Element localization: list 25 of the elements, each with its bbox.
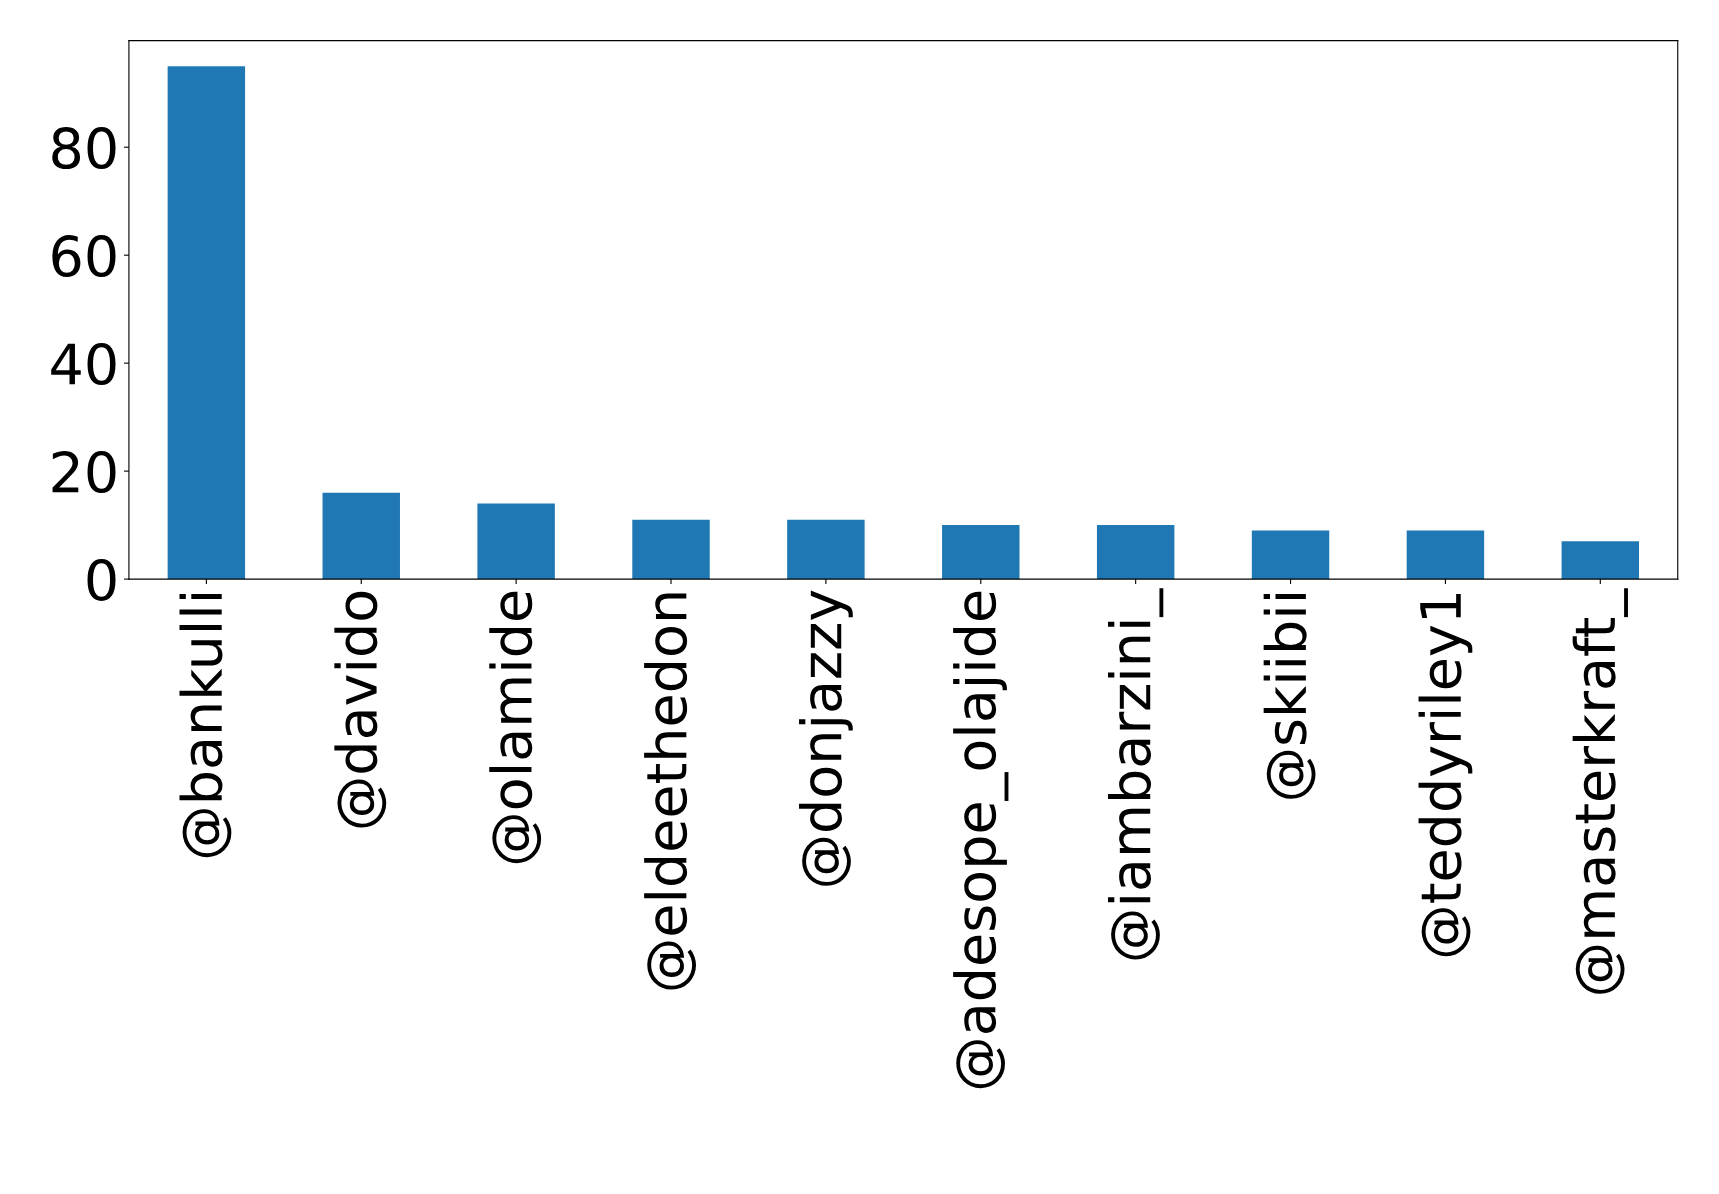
x-tick-label: @bankulli: [179, 594, 232, 858]
bar: [1251, 530, 1330, 580]
bar: [1561, 541, 1640, 580]
x-tick-label: @teddyriley1: [1418, 593, 1473, 957]
x-tick-label: @davido: [334, 591, 387, 828]
bar: [632, 519, 710, 580]
bar: [1406, 530, 1485, 580]
y-tick-label: 80: [52, 127, 116, 170]
x-tick-label: @adesope_olajide: [953, 591, 1009, 1089]
x-tick-label: @donjazzy: [799, 590, 853, 886]
bar: [787, 519, 865, 580]
x-tick-label: @skiibii: [1263, 594, 1316, 799]
x-tick-label: @olamide: [489, 591, 542, 864]
y-tick-label: 20: [52, 451, 116, 494]
bar: [477, 503, 555, 580]
bar: [1096, 525, 1175, 580]
x-tick-label: @eldeethedon: [644, 593, 696, 990]
y-tick-label: 0: [87, 558, 116, 601]
bar: [167, 66, 246, 580]
x-tick-label: @masterkraft_: [1572, 588, 1628, 994]
x-tick-label: @iambarzini_: [1108, 588, 1164, 960]
bar: [322, 492, 400, 580]
y-tick-label: 40: [51, 343, 116, 386]
y-tick-label: 60: [52, 235, 116, 278]
bar: [942, 525, 1020, 580]
